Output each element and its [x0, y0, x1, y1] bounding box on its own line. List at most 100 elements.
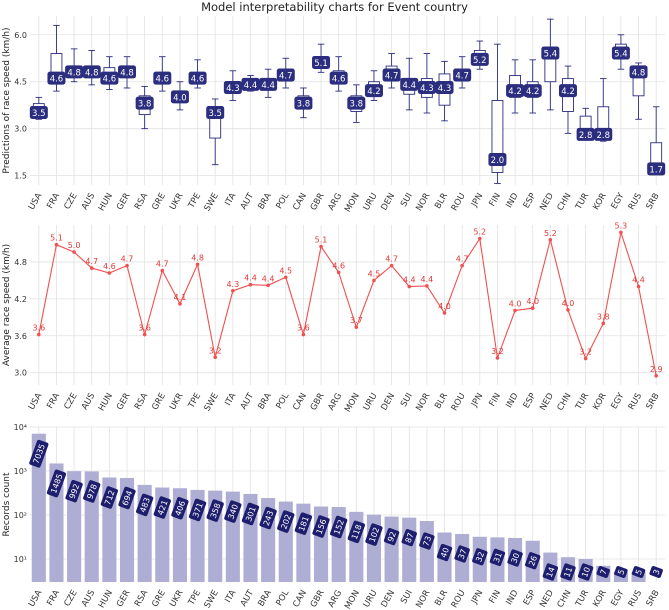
line-point: [266, 283, 270, 288]
line-xtick-label: SRB: [645, 391, 662, 411]
bar-label-badge: [136, 493, 154, 517]
box-median-badge: [629, 65, 648, 79]
box-xtick-label: SRB: [645, 191, 662, 211]
line-point: [425, 284, 429, 288]
bar-xtick-label: BLR: [433, 588, 450, 607]
bar-ytick-label: 10³: [14, 467, 27, 476]
bar-xtick-label: ARG: [326, 589, 344, 610]
bar-xtick-label: DEN: [379, 589, 397, 610]
box-median-label: 4.3: [226, 84, 240, 94]
box-xtick-label: RSA: [133, 191, 150, 211]
line-xtick-label: POL: [274, 391, 291, 411]
box-xtick-label: ESP: [522, 192, 539, 211]
line-xtick-label: RSA: [133, 391, 150, 411]
line-ytick-label: 4.8: [14, 258, 27, 267]
box-median-badge: [523, 84, 542, 98]
box-xtick-label: GBR: [309, 191, 327, 212]
box-median-label: 1.7: [649, 165, 663, 175]
box-median-label: 4.0: [173, 93, 187, 103]
bar-xtick-label: TPE: [186, 589, 203, 608]
line-xtick-label: KOR: [591, 391, 609, 411]
box-median-label: 3.5: [32, 109, 46, 119]
bar-xtick-label: RSA: [133, 588, 150, 608]
line-point: [619, 230, 623, 235]
line-data-label: 4.4: [244, 274, 257, 283]
box-median-label: 4.8: [85, 68, 99, 78]
line-xtick-label: GBR: [309, 391, 327, 412]
box-median-badge: [506, 84, 525, 98]
line-data-label: 4.4: [262, 274, 275, 283]
line-data-label: 4.6: [103, 262, 116, 271]
bar-label-badge: [312, 515, 330, 538]
line-xtick-label: UKR: [168, 391, 186, 411]
box-median-badge: [417, 80, 436, 94]
bar-label-badge: [118, 486, 136, 510]
bar-ytick-label: 10¹: [14, 555, 27, 564]
line-point: [513, 308, 517, 313]
bar: [402, 517, 417, 582]
line-point: [72, 250, 76, 254]
bar-data-label: 5: [634, 568, 644, 576]
box-median-badge: [541, 46, 560, 60]
box-xtick-label: SUI: [399, 192, 415, 209]
bar-label-badge: [259, 506, 277, 530]
line-point: [213, 355, 218, 360]
line-point: [195, 262, 200, 267]
line-ytick-label: 4.2: [14, 295, 27, 304]
line-point: [231, 289, 235, 293]
line-point: [654, 373, 658, 378]
box-median-badge: [435, 80, 454, 94]
line-data-label: 3.6: [297, 324, 310, 333]
bar-label-badge: [330, 515, 348, 539]
line-data-label: 4.7: [121, 255, 134, 264]
line-point: [566, 308, 570, 312]
bar-label-badge: [83, 480, 101, 503]
line-xtick-label: EGY: [609, 391, 626, 411]
box-xtick-label: TPE: [186, 192, 203, 211]
bar-label-badge: [525, 552, 541, 570]
box-median-badge: [206, 106, 225, 120]
box-median-badge: [100, 71, 119, 85]
box-xtick-label: URU: [362, 192, 380, 213]
line-point: [54, 242, 59, 247]
bar-xtick-label: KOR: [591, 588, 609, 608]
bar-data-label: 30: [510, 552, 522, 565]
bar-xtick-label: USA: [27, 588, 45, 608]
box-median-label: 4.3: [438, 84, 452, 94]
box-median-badge: [329, 71, 348, 85]
bar-xtick-label: JPN: [469, 589, 485, 607]
bar-data-label: 73: [421, 535, 433, 548]
bar-label-badge: [596, 566, 610, 578]
line-data-label: 5.2: [473, 228, 486, 237]
bar-xtick-label: NOR: [414, 588, 432, 609]
bar-label-badge: [649, 566, 663, 578]
line-ytick-label: 3.6: [14, 332, 27, 341]
line-point: [583, 356, 588, 361]
box-median-label: 4.4: [402, 81, 416, 91]
box-xtick-label: GRE: [150, 192, 168, 212]
line-data-label: 5.1: [315, 236, 328, 245]
box-median-label: 4.4: [261, 81, 275, 91]
box-median-badge: [488, 152, 507, 166]
box-xtick-label: FRA: [45, 191, 62, 210]
line-data-label: 4.3: [226, 280, 239, 289]
bar-data-label: 31: [492, 551, 504, 564]
line-xtick-label: CAN: [291, 392, 309, 413]
box-xtick-label: SWE: [203, 192, 221, 214]
bar-data-label: 11: [562, 566, 574, 579]
box-median-badge: [382, 68, 401, 82]
line-data-label: 4.4: [421, 275, 434, 284]
bar-xtick-label: EGY: [609, 588, 626, 608]
box-xtick-label: GER: [115, 191, 133, 212]
bar-xtick-label: ESP: [522, 589, 539, 608]
line-data-label: 4.4: [403, 276, 416, 285]
bar-xtick-label: HUN: [97, 589, 115, 610]
box-median-badge: [65, 65, 84, 79]
line-xtick-label: BRA: [256, 391, 273, 411]
line-xtick-label: ITA: [223, 391, 238, 407]
bar-label-badge: [472, 548, 488, 566]
box-xtick-label: ITA: [223, 191, 238, 207]
line-point: [37, 332, 41, 337]
line-data-label: 5.1: [50, 234, 63, 243]
bar: [31, 433, 46, 582]
